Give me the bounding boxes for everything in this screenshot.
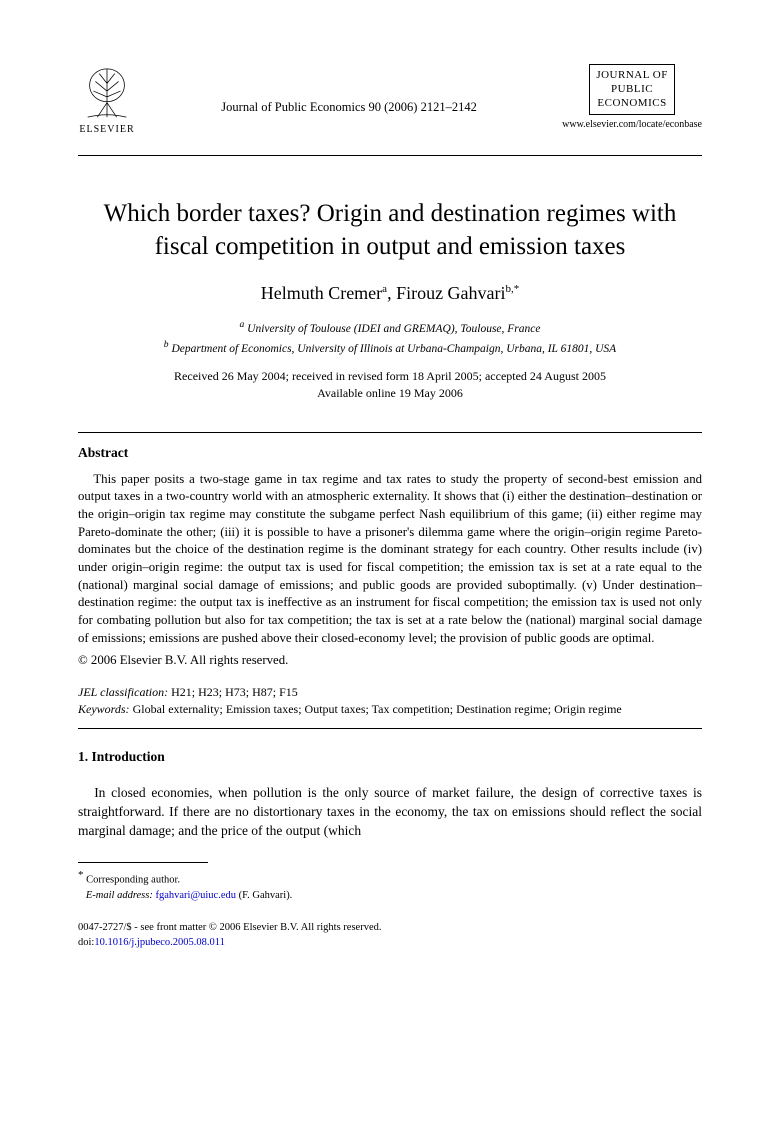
footnote-corr-mark: * [78, 869, 84, 881]
keywords: Keywords: Global externality; Emission t… [78, 701, 702, 718]
author2: Firouz Gahvari [396, 283, 505, 303]
header-row: ELSEVIER Journal of Public Economics 90 … [78, 64, 702, 135]
elsevier-logo: ELSEVIER [78, 64, 136, 135]
footnote-corr: * Corresponding author. [78, 868, 702, 888]
abstract-heading: Abstract [78, 445, 702, 461]
keywords-text: Global externality; Emission taxes; Outp… [133, 702, 622, 716]
doi-line: doi:10.1016/j.jpubeco.2005.08.011 [78, 936, 702, 951]
keywords-label: Keywords: [78, 702, 130, 716]
journal-box-line2: PUBLIC [596, 83, 668, 97]
abstract-copyright: © 2006 Elsevier B.V. All rights reserved… [78, 653, 702, 668]
journal-reference: Journal of Public Economics 90 (2006) 21… [136, 100, 562, 115]
footnote-rule [78, 862, 208, 863]
article-dates: Received 26 May 2004; received in revise… [78, 368, 702, 402]
intro-heading: 1. Introduction [78, 749, 702, 765]
footnote-email-suffix: (F. Gahvari). [239, 890, 293, 901]
author1: Helmuth Cremer [261, 283, 382, 303]
journal-box: JOURNAL OF PUBLIC ECONOMICS [589, 64, 675, 115]
paper-title: Which border taxes? Origin and destinati… [78, 198, 702, 263]
doi-link[interactable]: 10.1016/j.jpubeco.2005.08.011 [94, 937, 225, 948]
affiliation-b-text: Department of Economics, University of I… [171, 343, 616, 355]
abstract-bottom-rule [78, 728, 702, 729]
journal-box-line3: ECONOMICS [596, 97, 668, 111]
footnote-email: E-mail address: fgahvari@uiuc.edu (F. Ga… [78, 889, 702, 904]
affiliations: a University of Toulouse (IDEI and GREMA… [78, 318, 702, 358]
corr-mark: * [514, 283, 520, 295]
bottom-block: 0047-2727/$ - see front matter © 2006 El… [78, 921, 702, 950]
author2-aff: b, [506, 283, 514, 295]
doi-label: doi: [78, 937, 94, 948]
abstract-text: This paper posits a two-stage game in ta… [78, 471, 702, 648]
dates-line2: Available online 19 May 2006 [78, 385, 702, 402]
intro-para: In closed economies, when pollution is t… [78, 783, 702, 840]
journal-logo: JOURNAL OF PUBLIC ECONOMICS www.elsevier… [562, 64, 702, 130]
journal-url: www.elsevier.com/locate/econbase [562, 119, 702, 130]
elsevier-label: ELSEVIER [79, 124, 134, 135]
jel-classification: JEL classification: H21; H23; H73; H87; … [78, 684, 702, 701]
dates-line1: Received 26 May 2004; received in revise… [78, 368, 702, 385]
authors: Helmuth Cremera, Firouz Gahvarib,* [78, 283, 702, 304]
jel-codes: H21; H23; H73; H87; F15 [171, 685, 298, 699]
affiliation-a-text: University of Toulouse (IDEI and GREMAQ)… [247, 323, 540, 335]
author1-aff: a [382, 283, 387, 295]
footnote-corr-label: Corresponding author. [86, 875, 180, 886]
issn-line: 0047-2727/$ - see front matter © 2006 El… [78, 921, 702, 936]
footnote-email-link[interactable]: fgahvari@uiuc.edu [155, 890, 236, 901]
jel-label: JEL classification: [78, 685, 168, 699]
elsevier-tree-icon [78, 64, 136, 122]
affiliation-b: b Department of Economics, University of… [78, 338, 702, 358]
affiliation-a: a University of Toulouse (IDEI and GREMA… [78, 318, 702, 338]
journal-box-line1: JOURNAL OF [596, 69, 668, 83]
footnote-email-label: E-mail address: [86, 890, 153, 901]
header-rule [78, 155, 702, 156]
